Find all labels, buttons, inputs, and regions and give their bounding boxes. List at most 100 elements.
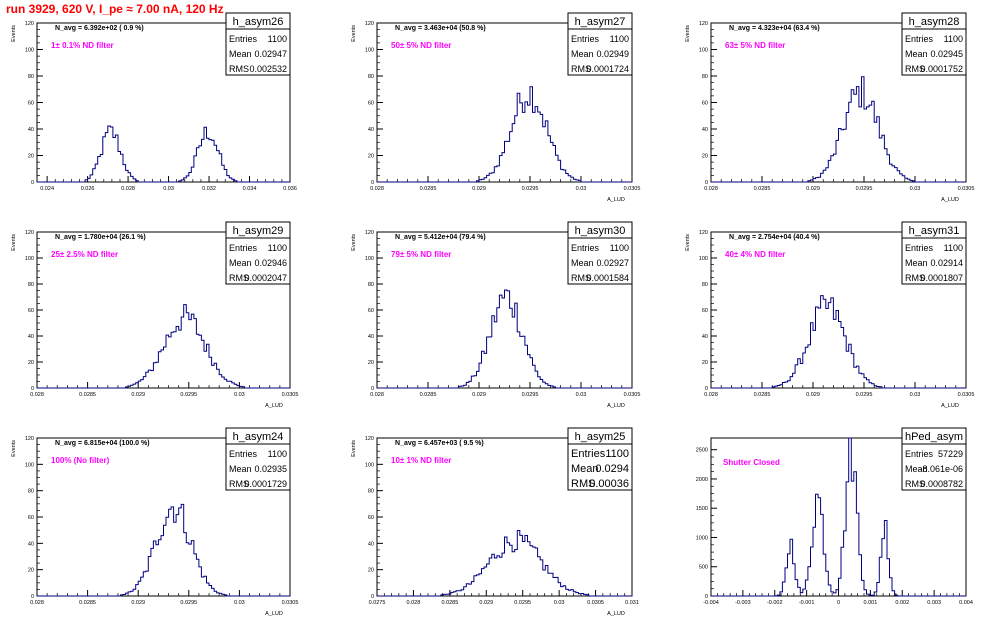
x-tick-label: 0.029 [806, 392, 820, 398]
x-tick-label: 0.0295 [856, 392, 873, 398]
x-tick-label: 0.03 [163, 186, 174, 192]
x-tick-label: 0.03 [576, 392, 587, 398]
y-tick-label: 20 [368, 360, 374, 366]
stats-rms-value: 0.002532 [249, 64, 287, 74]
y-tick-label: 100 [25, 48, 34, 54]
y-tick-label: 100 [25, 462, 34, 468]
y-tick-label: 80 [368, 489, 374, 495]
x-tick-label: 0.029 [131, 392, 145, 398]
x-axis-title: A_LUD [265, 611, 283, 617]
x-tick-label: 0.0285 [79, 600, 96, 606]
histogram-line [377, 86, 632, 183]
y-tick-label: 20 [28, 154, 34, 160]
n-avg-label: N_avg = 6.815e+04 (100.0 %) [55, 440, 150, 447]
y-tick-label: 40 [28, 127, 34, 133]
y-tick-label: 60 [368, 101, 374, 107]
filter-label: 100% (No filter) [51, 456, 110, 465]
stats-entries-value: 1100 [605, 448, 629, 460]
pad-h_asym29: 0 20 40 60 80 100 120 0.028 0.0285 0.029 0.0295 0.0… [11, 221, 299, 409]
y-tick-label: 40 [702, 334, 708, 340]
n-avg-label: N_avg = 6.457e+03 ( 9.5 %) [395, 440, 484, 447]
y-tick-label: 0 [31, 594, 34, 600]
x-tick-label: 0.0285 [79, 392, 96, 398]
x-tick-label: 0.0305 [282, 392, 299, 398]
histogram-name: h_asym30 [575, 225, 626, 237]
stats-mean-value: 0.02946 [254, 258, 287, 268]
histogram-name: h_asym27 [575, 16, 626, 28]
stats-entries-value: 1100 [268, 243, 287, 253]
histogram-line [37, 304, 290, 389]
filter-label: 79± 5% ND filter [391, 250, 451, 259]
x-tick-label: 0.031 [625, 600, 639, 606]
y-tick-label: 80 [702, 282, 708, 288]
x-tick-label: 0.029 [806, 186, 820, 192]
histogram-name: h_asym26 [233, 16, 284, 28]
y-axis-title: Events [351, 440, 357, 457]
stats-entries-label: Entries [229, 449, 258, 459]
run-title: run 3929, 620 V, I_pe ≈ 7.00 nA, 120 Hz [6, 2, 224, 16]
x-tick-label: 0.0295 [514, 600, 531, 606]
x-tick-label: 0.0295 [180, 600, 197, 606]
y-tick-label: 100 [25, 256, 34, 262]
x-tick-label: 0.028 [30, 392, 44, 398]
stats-entries-label: Entries [229, 34, 258, 44]
stats-entries-value: 1100 [944, 243, 963, 253]
x-tick-label: 0.0285 [754, 392, 771, 398]
y-tick-label: 120 [25, 21, 34, 27]
x-tick-label: 0.0305 [587, 600, 604, 606]
x-tick-label: 0.03 [910, 392, 921, 398]
y-tick-label: 80 [28, 282, 34, 288]
y-axis-title: Events [11, 25, 17, 42]
stats-rms-value: 0.0008782 [920, 479, 963, 489]
y-tick-label: 100 [365, 256, 374, 262]
x-tick-label: 0.0305 [624, 392, 641, 398]
histogram-name: hPed_asym [905, 431, 963, 443]
y-tick-label: 20 [368, 154, 374, 160]
stats-entries-value: 1100 [268, 34, 287, 44]
y-tick-label: 80 [368, 282, 374, 288]
stats-rms-label: RMS [229, 64, 249, 74]
y-tick-label: 0 [705, 594, 708, 600]
y-tick-label: 120 [365, 230, 374, 236]
stats-mean-label: Mean [905, 258, 928, 268]
x-axis-title: A_LUD [607, 611, 625, 617]
y-tick-label: 60 [368, 308, 374, 314]
x-tick-label: -0.003 [735, 600, 751, 606]
stats-box [901, 221, 967, 285]
pad-h_asym24: 0 20 40 60 80 100 120 0.028 0.0285 0.029 0.0295 0.0… [11, 427, 298, 617]
x-tick-label: 0.0295 [180, 392, 197, 398]
x-axis-title: A_LUD [941, 403, 959, 409]
stats-box [567, 221, 633, 285]
y-tick-label: 120 [699, 230, 708, 236]
stats-rms-label: RMS [229, 273, 249, 283]
pad-hPed_asym: 0 500 1000 1500 2000 2500 -0.004 -0.003 -0.002 -0… [696, 427, 973, 606]
histogram-name: h_asym28 [909, 16, 960, 28]
histogram-name: h_asym25 [575, 431, 626, 443]
y-tick-label: 80 [28, 74, 34, 80]
n-avg-label: N_avg = 5.412e+04 (79.4 %) [395, 234, 486, 241]
stats-box [901, 12, 967, 76]
x-axis-title: A_LUD [265, 403, 283, 409]
y-tick-label: 100 [365, 48, 374, 54]
histogram-line [37, 503, 290, 597]
x-tick-label: 0.0305 [958, 392, 975, 398]
stats-entries-label: Entries [905, 449, 934, 459]
stats-rms-value: 0.0001724 [586, 64, 629, 74]
x-tick-label: -0.004 [703, 600, 719, 606]
stats-entries-value: 57229 [938, 449, 963, 459]
y-tick-label: 60 [28, 515, 34, 521]
x-tick-label: 0.03 [576, 186, 587, 192]
y-tick-label: 2000 [696, 477, 708, 483]
y-axis-title: Events [685, 234, 691, 251]
stats-mean-label: Mean [905, 49, 928, 59]
n-avg-label: N_avg = 6.392e+02 ( 0.9 %) [55, 25, 144, 32]
x-tick-label: 0.0285 [754, 186, 771, 192]
x-tick-label: 0.036 [283, 186, 297, 192]
histogram-line [711, 295, 966, 389]
y-tick-label: 80 [368, 74, 374, 80]
stats-rms-value: 0.0001729 [244, 479, 287, 489]
x-tick-label: 0.0285 [420, 186, 437, 192]
y-tick-label: 60 [368, 515, 374, 521]
stats-rms-label: RMS [571, 478, 595, 490]
stats-rms-value: 0.0001752 [920, 64, 963, 74]
